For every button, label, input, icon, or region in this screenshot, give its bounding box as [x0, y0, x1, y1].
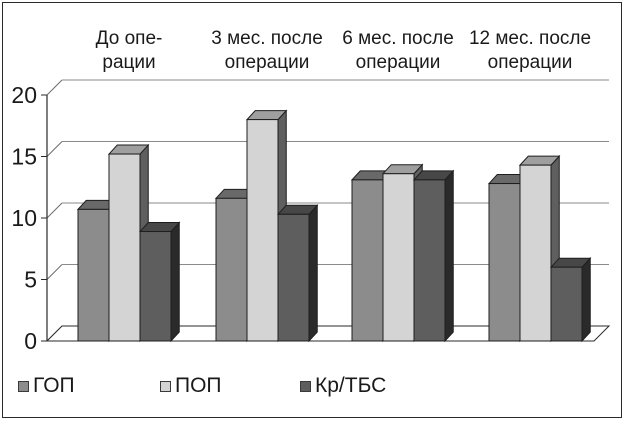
bar-0-1-front: [215, 197, 248, 342]
y-tick-label-4: 20: [11, 82, 37, 108]
legend-item-kr-tbs: Кр/ТБС: [300, 374, 386, 398]
legend-item-pop: ПОП: [160, 374, 222, 398]
bar-2-3: [549, 256, 592, 343]
legend-swatch-gop: [18, 380, 29, 392]
bar-2-3-front: [550, 266, 583, 342]
bar-0-0-front: [77, 208, 110, 342]
bar-1-0-front: [108, 153, 141, 342]
category-label-1-line2: операции: [224, 52, 310, 73]
legend-label-pop: ПОП: [175, 374, 222, 397]
legend-item-gop: ГОП: [18, 374, 75, 398]
legend-label-kr-tbs: Кр/ТБС: [315, 374, 387, 397]
category-label-0: До опе- рации: [65, 27, 193, 75]
bar-2-1-side: [308, 204, 318, 343]
category-label-0-line1: До опе-: [95, 28, 163, 49]
grid-diagonal-1: [46, 264, 63, 280]
bar-2-2-front: [413, 179, 446, 342]
chart-frame: [2, 2, 622, 418]
grid-diagonal-2: [46, 202, 63, 219]
bar-1-1-front: [246, 119, 279, 342]
bar-0-3-front: [488, 183, 521, 342]
category-label-3-line1: 12 мес. после: [468, 28, 592, 49]
grid-diagonal-3: [46, 141, 63, 157]
legend-label-gop: ГОП: [33, 374, 75, 397]
bar-1-3-front: [519, 164, 552, 342]
category-label-3-line2: операции: [487, 52, 573, 73]
category-label-2-line2: операции: [355, 52, 441, 73]
bar-2-0-front: [139, 231, 172, 342]
legend-swatch-pop: [160, 380, 171, 392]
category-label-1-line1: 3 мес. после: [211, 28, 323, 49]
bar-0-2-front: [351, 179, 384, 342]
y-tick-label-1: 5: [24, 267, 37, 293]
category-label-1: 3 мес. после операции: [203, 27, 331, 75]
category-label-3: 12 мес. после операции: [466, 27, 594, 75]
bar-2-0: [138, 221, 181, 343]
category-label-2: 6 мес. после операции: [334, 27, 462, 75]
bar-2-1: [276, 204, 319, 343]
y-tick-label-2: 10: [11, 205, 37, 231]
bar-2-0-side: [170, 221, 180, 343]
grid-diagonal-4: [46, 79, 63, 96]
bar-2-2: [412, 169, 455, 343]
category-label-2-line1: 6 мес. после: [342, 28, 454, 49]
bar-2-2-side: [444, 169, 454, 343]
bar-2-1-front: [277, 213, 310, 342]
y-tick-label-3: 15: [11, 144, 37, 170]
y-tick-label-0: 0: [24, 328, 37, 354]
bar-2-3-side: [581, 256, 591, 343]
legend-swatch-kr-tbs: [300, 380, 311, 392]
bar-1-2-front: [382, 173, 415, 342]
category-label-0-line2: рации: [102, 52, 156, 73]
